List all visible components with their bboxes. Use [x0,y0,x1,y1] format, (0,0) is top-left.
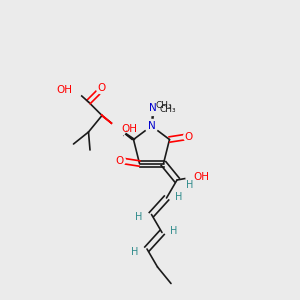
Text: CH₃: CH₃ [159,105,175,114]
Circle shape [68,82,82,98]
Text: OH: OH [121,124,137,134]
Text: O: O [185,131,193,142]
Circle shape [115,155,125,166]
Text: CH₃: CH₃ [156,101,172,110]
Text: N: N [149,103,157,113]
Text: H: H [170,226,178,236]
Text: N: N [148,121,155,131]
Text: H: H [135,212,142,223]
Text: O: O [116,155,124,166]
Polygon shape [101,114,118,129]
Circle shape [146,100,160,116]
Text: H: H [130,247,138,257]
Circle shape [97,83,107,94]
Circle shape [184,131,194,142]
Text: H: H [186,179,194,190]
Text: H: H [175,191,182,202]
Text: O: O [98,83,106,94]
Circle shape [111,122,126,136]
Polygon shape [117,128,135,140]
Circle shape [145,119,158,133]
Circle shape [186,169,201,184]
Text: OH: OH [57,85,73,95]
Text: OH: OH [194,172,209,182]
